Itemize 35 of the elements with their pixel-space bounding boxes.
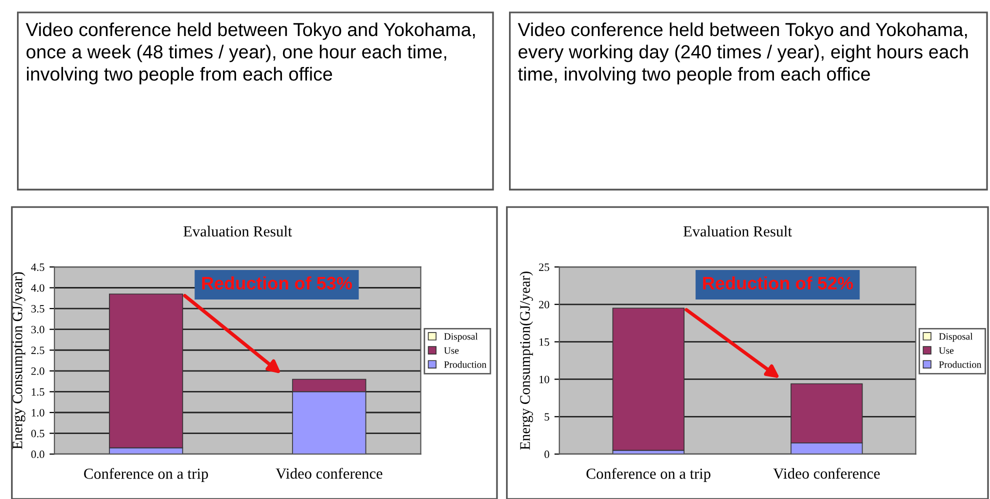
legend-label: Production [939, 360, 982, 368]
y-tick-label: 0.5 [31, 430, 44, 438]
y-tick-label: 2.5 [31, 346, 44, 354]
y-tick-label: 25 [539, 263, 550, 271]
bar [612, 308, 685, 451]
y-tick-label: 15 [539, 338, 550, 346]
x-tick-label: Conference on a trip [586, 468, 710, 482]
y-tick-label: 4.0 [31, 284, 44, 292]
y-tick-label: 3.0 [31, 326, 44, 334]
y-tick-label: 5 [544, 413, 550, 421]
y-tick-label: 2.0 [31, 367, 44, 375]
chart-subtitle: Video conference held between Tokyo and Yokohama, every working day (240 times / year), eight hours each time, involving two people from each office [518, 22, 968, 84]
y-tick-label: 4.5 [31, 264, 44, 271]
chart-title: Evaluation Result [184, 226, 292, 237]
annotation: Reduction of 52% [703, 276, 853, 290]
chart-title: Evaluation Result [683, 226, 792, 237]
x-tick-label: Video conference [276, 468, 382, 479]
y-tick-label: 1.0 [32, 408, 44, 417]
chart-subtitle: Video conference held between Tokyo and Yokohama, once a week (48 times / year), one hour each time, involving two people from each office [26, 22, 475, 84]
legend-label: Production [444, 360, 486, 368]
legend-label: Use [444, 347, 459, 354]
y-tick-label: 10 [539, 376, 550, 384]
annotation: Reduction of 53% [202, 276, 352, 290]
x-tick-label: Video conference [773, 468, 880, 479]
y-axis-title: Energy Consumption GJ/year) [12, 272, 26, 450]
y-tick-label: 0.0 [31, 450, 44, 458]
legend-label: Disposal [939, 332, 973, 342]
legend-label: Use [938, 347, 954, 354]
y-tick-label: 3.5 [31, 305, 44, 313]
legend-label: Disposal [444, 332, 478, 342]
y-tick-label: 0 [544, 450, 550, 458]
y-tick-label: 1.5 [32, 388, 44, 396]
y-tick-label: 20 [539, 300, 550, 308]
x-tick-label: Conference on a trip [84, 468, 208, 482]
y-axis-title: Energy Consumption(GJ/year) [520, 272, 533, 450]
